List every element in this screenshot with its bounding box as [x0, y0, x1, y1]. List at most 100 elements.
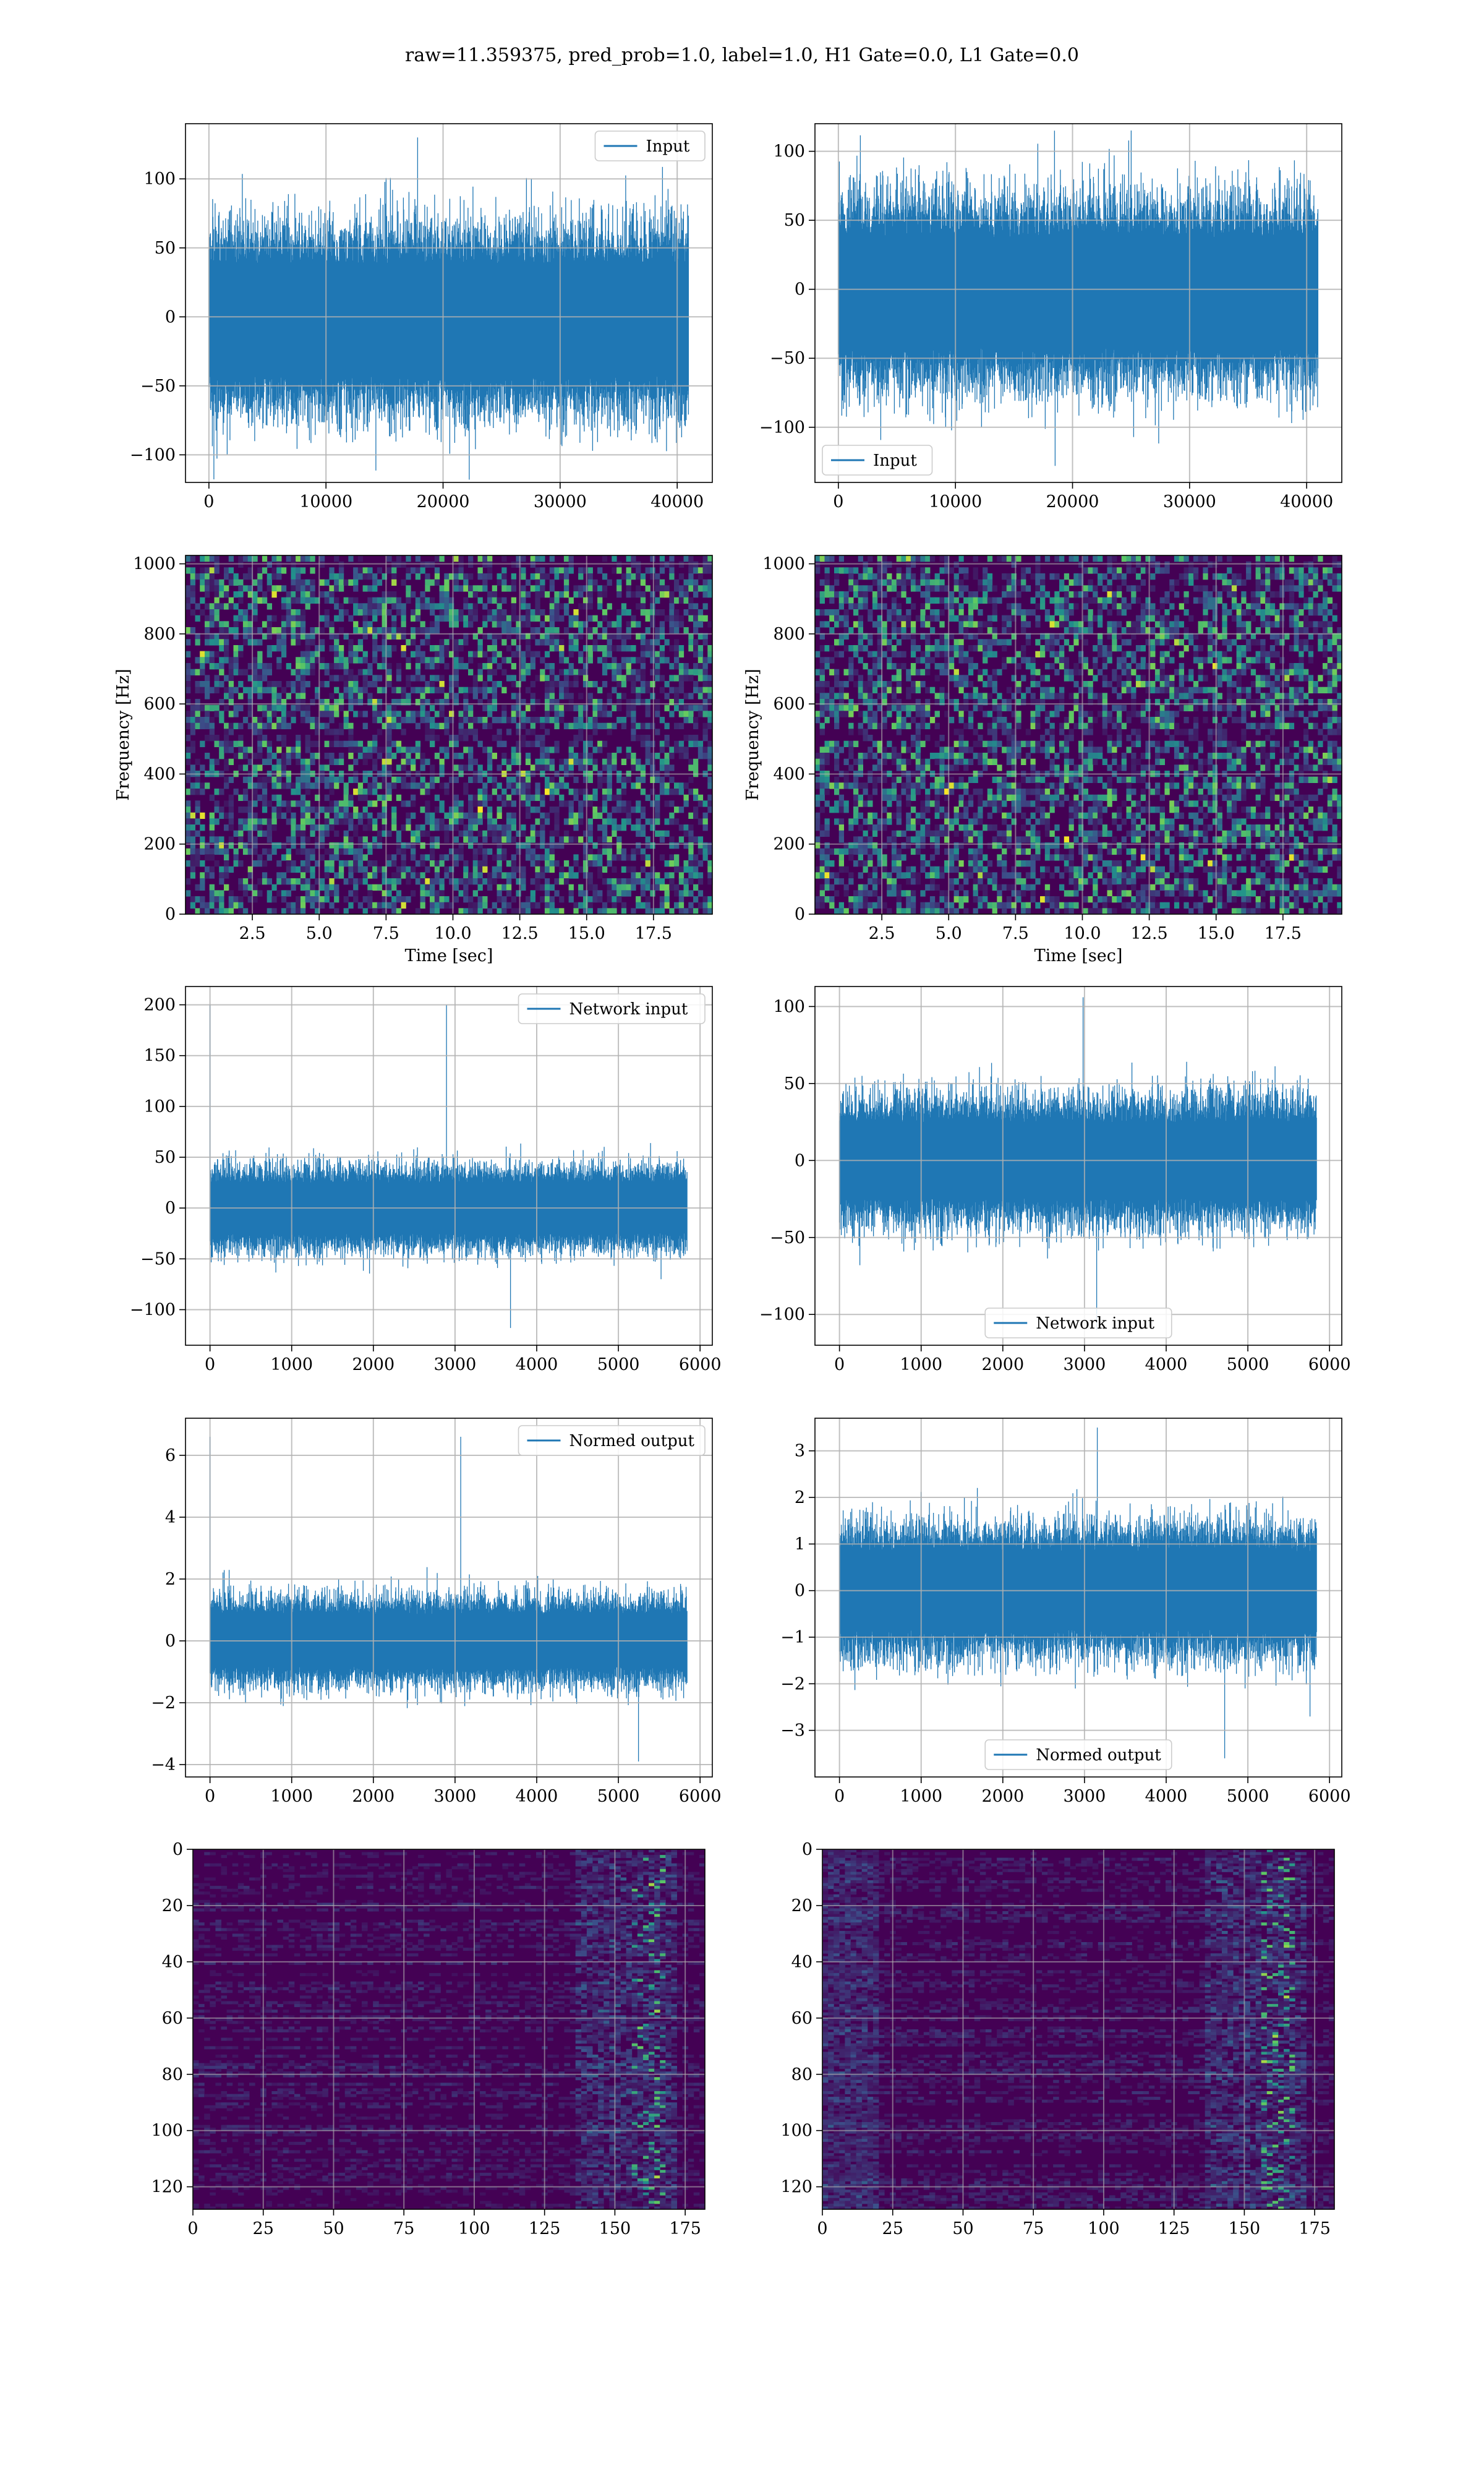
x-tick-label: 12.5 — [501, 924, 539, 943]
y-tick-label: 2 — [795, 1488, 805, 1507]
y-tick-label: −100 — [130, 445, 176, 464]
x-tick-label: 4000 — [1145, 1355, 1188, 1374]
y-axis-label: Frequency [Hz] — [743, 669, 762, 800]
y-axis: 0 200 400 600 800 1000 — [133, 555, 186, 924]
x-tick-label: 3000 — [1064, 1787, 1106, 1806]
y-tick-label: 600 — [143, 695, 176, 714]
y-tick-label: 50 — [784, 1074, 805, 1094]
x-tick-label: 6000 — [1308, 1355, 1351, 1374]
x-tick-label: 0 — [205, 1355, 215, 1374]
series-trace — [838, 131, 1319, 466]
legend: Input — [822, 445, 933, 476]
normed-output-l1-plot: 0 1000 2000 3000 4000 5000 6000 −3 −2 −1 0 1 2 3 Norme… — [780, 1418, 1351, 1806]
series-trace — [209, 1437, 688, 1761]
line-series — [209, 1004, 688, 1329]
y-tick-label: 400 — [143, 764, 176, 784]
x-tick-label: 3000 — [1064, 1355, 1106, 1374]
legend-label: Normed output — [1036, 1746, 1161, 1765]
input-l1-plot: 0 10000 20000 30000 40000 −100 −50 0 50 100 Input — [759, 123, 1342, 511]
x-tick-label: 5.0 — [936, 924, 962, 943]
y-tick-label: 4 — [165, 1508, 176, 1527]
y-tick-label: 0 — [795, 1582, 805, 1601]
y-tick-label: 100 — [143, 1097, 176, 1116]
y-tick-label: 40 — [791, 1953, 812, 1972]
figure-title: raw=11.359375, pred_prob=1.0, label=1.0,… — [405, 45, 1079, 66]
y-tick-label: −100 — [759, 418, 805, 437]
y-tick-label: 80 — [791, 2065, 812, 2084]
x-tick-label: 40000 — [650, 492, 704, 511]
x-axis: 0 1000 2000 3000 4000 5000 6000 — [834, 1777, 1351, 1806]
y-tick-label: −4 — [151, 1755, 176, 1774]
y-tick-label: 0 — [165, 1632, 176, 1651]
x-tick-label: 15.0 — [1198, 924, 1235, 943]
y-tick-label: 100 — [773, 997, 805, 1016]
y-tick-label: 0 — [165, 905, 176, 924]
x-tick-label: 125 — [1158, 2219, 1190, 2238]
legend: Network input — [984, 1308, 1172, 1338]
line-series — [838, 1427, 1317, 1758]
legend-label: Network input — [569, 1000, 688, 1019]
x-tick-label: 100 — [1088, 2219, 1120, 2238]
x-tick-label: 0 — [187, 2219, 198, 2238]
grid-lines — [186, 124, 712, 482]
y-tick-label: −2 — [780, 1674, 805, 1693]
y-axis: −3 −2 −1 0 1 2 3 — [780, 1442, 815, 1740]
x-tick-label: 5000 — [597, 1787, 640, 1806]
spectrogram-l1-plot: 2.5 5.0 7.5 10.0 12.5 15.0 17.5 0 200 400 600 800 10… — [743, 555, 1342, 965]
y-axis: −100 −50 0 50 100 150 200 — [130, 996, 186, 1319]
axes-frame — [185, 123, 713, 483]
x-tick-label: 4000 — [516, 1355, 558, 1374]
y-tick-label: 0 — [802, 1840, 812, 1859]
y-tick-label: 200 — [773, 835, 805, 854]
y-tick-label: −3 — [780, 1721, 805, 1740]
axes-frame — [814, 123, 1342, 483]
x-tick-label: 2000 — [352, 1787, 394, 1806]
x-tick-label: 30000 — [534, 492, 587, 511]
x-tick-label: 125 — [529, 2219, 561, 2238]
x-tick-label: 1000 — [900, 1355, 942, 1374]
x-tick-label: 0 — [203, 492, 214, 511]
y-tick-label: 600 — [773, 695, 805, 714]
input-h1-plot: 0 10000 20000 30000 40000 −100 −50 0 50 100 Input — [130, 123, 713, 511]
x-tick-label: 0 — [833, 492, 843, 511]
x-axis: 0 1000 2000 3000 4000 5000 6000 — [205, 1777, 722, 1806]
x-tick-label: 175 — [1298, 2219, 1331, 2238]
y-tick-label: −2 — [151, 1693, 176, 1713]
x-tick-label: 3000 — [434, 1787, 477, 1806]
y-tick-label: −50 — [770, 349, 805, 368]
line-series — [208, 137, 689, 480]
y-tick-label: 0 — [795, 1151, 805, 1170]
x-tick-label: 150 — [1229, 2219, 1261, 2238]
x-tick-label: 10000 — [299, 492, 352, 511]
x-tick-label: 4000 — [516, 1787, 558, 1806]
y-axis: 0 20 40 60 80 100 120 — [780, 1840, 822, 2197]
legend: Input — [594, 131, 706, 161]
x-tick-label: 7.5 — [1002, 924, 1029, 943]
y-tick-label: 1 — [795, 1534, 805, 1554]
y-tick-label: 150 — [143, 1047, 176, 1066]
y-tick-label: −100 — [130, 1300, 176, 1319]
heatmap-cells — [193, 1849, 706, 2210]
legend-label: Input — [873, 452, 917, 470]
network-input-h1-plot: 0 1000 2000 3000 4000 5000 6000 −100 −50 0 50 100 15… — [130, 986, 722, 1374]
y-tick-label: 100 — [151, 2121, 183, 2141]
y-tick-label: 20 — [791, 1896, 812, 1915]
y-tick-label: 20 — [162, 1896, 183, 1915]
x-tick-label: 3000 — [434, 1355, 477, 1374]
x-tick-label: 2.5 — [869, 924, 895, 943]
y-tick-label: 0 — [795, 905, 805, 924]
heatmap-cells — [815, 555, 1342, 915]
series-trace — [208, 137, 689, 480]
feature-map-l1-plot: 0 25 50 75 100 125 150 175 0 20 40 60 80 100 120 — [780, 1840, 1335, 2238]
x-tick-label: 50 — [323, 2219, 344, 2238]
y-tick-label: 0 — [165, 307, 176, 327]
x-tick-label: 175 — [669, 2219, 701, 2238]
legend: Normed output — [984, 1739, 1172, 1770]
x-tick-label: 2000 — [352, 1355, 394, 1374]
x-tick-label: 0 — [817, 2219, 827, 2238]
y-tick-label: 50 — [784, 211, 805, 230]
x-tick-label: 5000 — [597, 1355, 640, 1374]
y-tick-label: 400 — [773, 764, 805, 784]
line-series — [838, 997, 1317, 1330]
grid-lines — [815, 1418, 1342, 1777]
